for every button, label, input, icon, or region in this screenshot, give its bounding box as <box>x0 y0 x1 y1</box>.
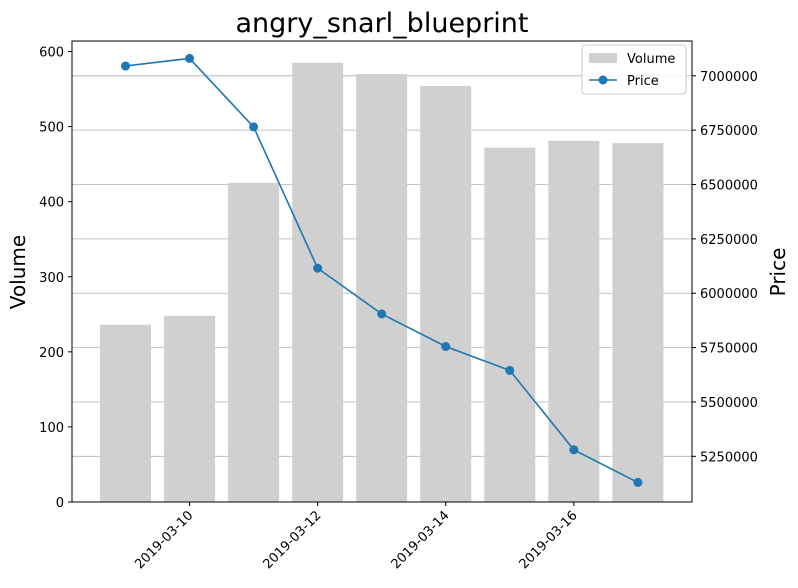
legend-price-marker <box>598 75 608 85</box>
left-tick-label: 300 <box>39 271 64 286</box>
price-point <box>377 309 387 319</box>
y-axis-label-right: Price <box>766 248 790 297</box>
price-point <box>313 263 323 273</box>
legend: Volume Price <box>581 44 687 95</box>
x-axis: 2019-03-10 2019-03-12 2019-03-14 2019-03-16 <box>132 502 581 572</box>
price-point <box>185 53 195 63</box>
left-tick-label: 200 <box>39 346 64 361</box>
volume-bar <box>356 74 408 502</box>
x-tick-label: 2019-03-10 <box>132 508 196 572</box>
price-point <box>441 342 451 352</box>
price-point <box>121 61 130 71</box>
right-tick-label: 6250000 <box>700 233 758 248</box>
volume-bar <box>548 140 600 502</box>
price-point <box>569 445 579 455</box>
plot-frame <box>71 40 693 503</box>
x-tick-label: 2019-03-14 <box>389 508 453 572</box>
price-line <box>121 53 643 487</box>
right-y-axis: 5250000 5500000 5750000 6000000 6250000 65000… <box>692 70 758 465</box>
left-y-axis: 0 100 200 300 400 500 600 <box>39 46 72 511</box>
price-point <box>249 122 259 132</box>
left-tick-label: 0 <box>56 496 64 511</box>
price-point <box>633 477 643 487</box>
right-tick-label: 6750000 <box>700 124 758 139</box>
chart-title: angry_snarl_blueprint <box>235 8 528 39</box>
x-tick-label: 2019-03-12 <box>260 508 324 572</box>
right-tick-label: 6500000 <box>700 179 758 194</box>
left-tick-label: 100 <box>39 421 64 436</box>
volume-bar <box>228 182 280 502</box>
right-tick-label: 7000000 <box>700 70 758 85</box>
legend-volume-swatch <box>589 53 617 63</box>
right-tick-label: 5250000 <box>700 450 758 465</box>
volume-bar <box>100 324 151 502</box>
volume-bar <box>164 315 216 502</box>
y-axis-label-left: Volume <box>6 235 30 309</box>
volume-bar <box>420 86 472 502</box>
left-tick-label: 500 <box>39 121 64 136</box>
volume-bar <box>484 147 536 502</box>
volume-bar <box>612 143 664 502</box>
price-point <box>505 365 515 375</box>
right-tick-label: 5500000 <box>700 396 758 411</box>
left-tick-label: 600 <box>39 46 64 61</box>
legend-price-label: Price <box>627 74 659 89</box>
x-tick-label: 2019-03-16 <box>517 508 581 572</box>
right-tick-label: 6000000 <box>700 287 758 302</box>
left-tick-label: 400 <box>39 196 64 211</box>
right-tick-label: 5750000 <box>700 342 758 357</box>
legend-volume-label: Volume <box>627 52 675 67</box>
volume-bars <box>100 62 664 502</box>
volume-bar <box>292 62 344 502</box>
